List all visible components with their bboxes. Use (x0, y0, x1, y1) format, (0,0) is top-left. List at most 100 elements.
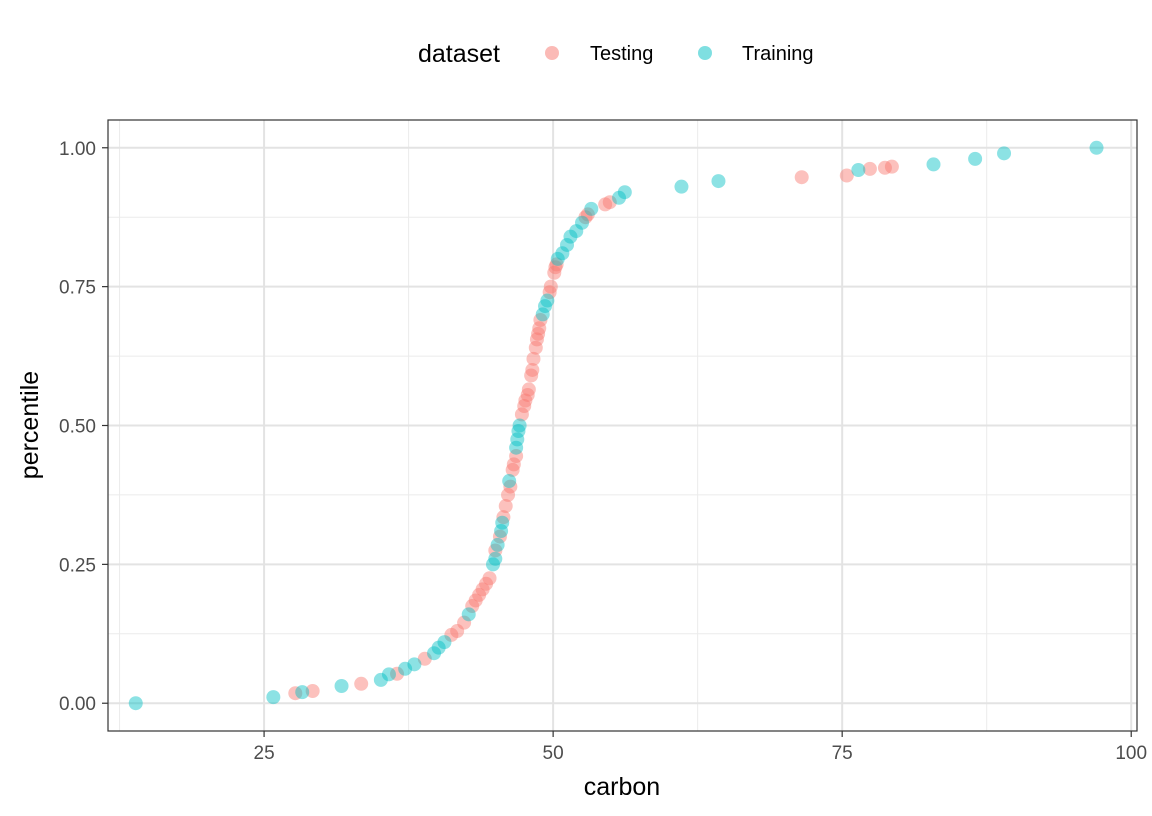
point-testing (444, 627, 459, 642)
point-testing (505, 462, 520, 477)
point-testing (465, 599, 480, 614)
point-training (575, 215, 590, 230)
point-testing (492, 529, 507, 544)
point-training (486, 557, 501, 572)
point-training (437, 635, 452, 650)
point-testing (518, 393, 533, 408)
y-tick-label: 0.50 (59, 417, 96, 438)
point-testing (457, 615, 472, 630)
y-axis: 0.00 0.25 0.50 0.75 1.00 (59, 139, 108, 715)
point-training (560, 237, 575, 252)
point-training (584, 201, 599, 216)
point-training (511, 424, 526, 439)
legend-label-training: Training (742, 43, 814, 65)
point-testing (580, 207, 595, 222)
point-training (334, 679, 349, 694)
point-testing (598, 197, 613, 212)
grid-lines (108, 120, 1137, 731)
point-training (617, 185, 632, 200)
y-tick-label: 0.25 (59, 555, 96, 576)
point-testing (578, 210, 593, 225)
point-testing (549, 257, 564, 272)
point-testing (884, 159, 899, 174)
point-testing (472, 587, 487, 602)
point-testing (450, 624, 465, 639)
data-points (128, 140, 1104, 711)
legend-title: dataset (418, 40, 500, 68)
point-training (488, 551, 503, 566)
point-training (509, 440, 524, 455)
x-tick-label: 25 (254, 743, 275, 764)
point-testing (521, 382, 536, 397)
point-testing (533, 312, 548, 327)
point-training (569, 224, 584, 239)
point-training (266, 690, 281, 705)
legend-key-training (698, 46, 712, 60)
y-tick-label: 0.00 (59, 694, 96, 715)
point-training (926, 157, 941, 172)
point-testing (548, 260, 563, 275)
point-training (495, 515, 510, 530)
point-training (381, 667, 396, 682)
point-training (851, 162, 866, 177)
y-tick-label: 0.75 (59, 278, 96, 299)
point-testing (543, 279, 558, 294)
point-training (550, 251, 565, 266)
point-training (997, 146, 1012, 161)
point-testing (524, 368, 539, 383)
x-axis: 25 50 75 100 (254, 731, 1147, 764)
point-testing (531, 326, 546, 341)
point-testing (496, 510, 511, 525)
point-training (612, 190, 627, 205)
point-training (711, 174, 726, 189)
point-testing (479, 576, 494, 591)
point-testing (417, 651, 432, 666)
point-training (512, 418, 527, 433)
point-testing (468, 593, 483, 608)
point-testing (482, 571, 497, 586)
point-training (398, 661, 413, 676)
point-training (373, 672, 388, 687)
point-testing (877, 160, 892, 175)
legend: dataset Testing Training (418, 40, 814, 68)
x-tick-label: 75 (832, 743, 853, 764)
point-testing (525, 362, 540, 377)
point-training (490, 537, 505, 552)
point-training (510, 432, 525, 447)
point-training (502, 474, 517, 489)
legend-key-testing (545, 46, 559, 60)
point-testing (501, 487, 516, 502)
point-testing (547, 265, 562, 280)
point-testing (503, 479, 518, 494)
y-tick-label: 1.00 (59, 139, 96, 160)
point-training (968, 151, 983, 166)
point-training (494, 524, 509, 539)
point-training (427, 646, 442, 661)
point-testing (542, 285, 557, 300)
point-training (1089, 140, 1104, 155)
x-tick-label: 50 (543, 743, 564, 764)
point-training (555, 246, 570, 261)
point-training (128, 696, 143, 711)
point-training (674, 179, 689, 194)
point-testing (354, 676, 369, 691)
point-training (538, 299, 553, 314)
x-tick-label: 100 (1115, 743, 1147, 764)
point-testing (794, 170, 809, 185)
point-training (461, 607, 476, 622)
point-testing (509, 449, 524, 464)
point-testing (862, 161, 877, 176)
x-axis-title: carbon (584, 773, 660, 801)
point-testing (475, 582, 490, 597)
point-testing (517, 399, 532, 414)
legend-label-testing: Testing (590, 43, 653, 65)
y-axis-title: percentile (16, 371, 44, 479)
point-testing (506, 457, 521, 472)
point-testing (390, 666, 405, 681)
point-testing (488, 543, 503, 558)
point-testing (528, 340, 543, 355)
point-testing (520, 387, 535, 402)
point-testing (498, 499, 513, 514)
point-testing (526, 351, 541, 366)
